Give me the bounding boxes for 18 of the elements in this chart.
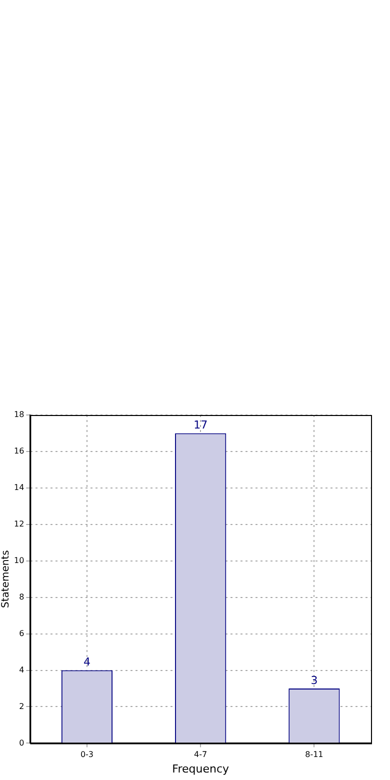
y-tick-label: 10	[14, 556, 24, 565]
data-label: 4	[83, 656, 90, 669]
data-label: 3	[310, 674, 318, 687]
y-tick-label: 16	[14, 446, 24, 456]
x-tick-label: 8-11	[305, 750, 324, 760]
y-axis-title: Statements	[0, 550, 12, 608]
y-tick-label: 2	[19, 702, 24, 711]
y-tick-label: 14	[14, 483, 24, 492]
y-tick-label: 6	[19, 628, 24, 638]
y-tick-label: 12	[14, 519, 24, 528]
y-tick-label: 8	[19, 592, 24, 602]
y-tick-label: 4	[19, 665, 24, 674]
y-tick-label: 18	[14, 410, 24, 420]
x-tick-label: 0-3	[80, 750, 94, 760]
y-tick-label: 0	[19, 738, 24, 748]
x-tick-label: 4-7	[194, 750, 208, 760]
x-axis-title: Frequency	[172, 762, 230, 776]
data-label: 17	[194, 418, 208, 432]
